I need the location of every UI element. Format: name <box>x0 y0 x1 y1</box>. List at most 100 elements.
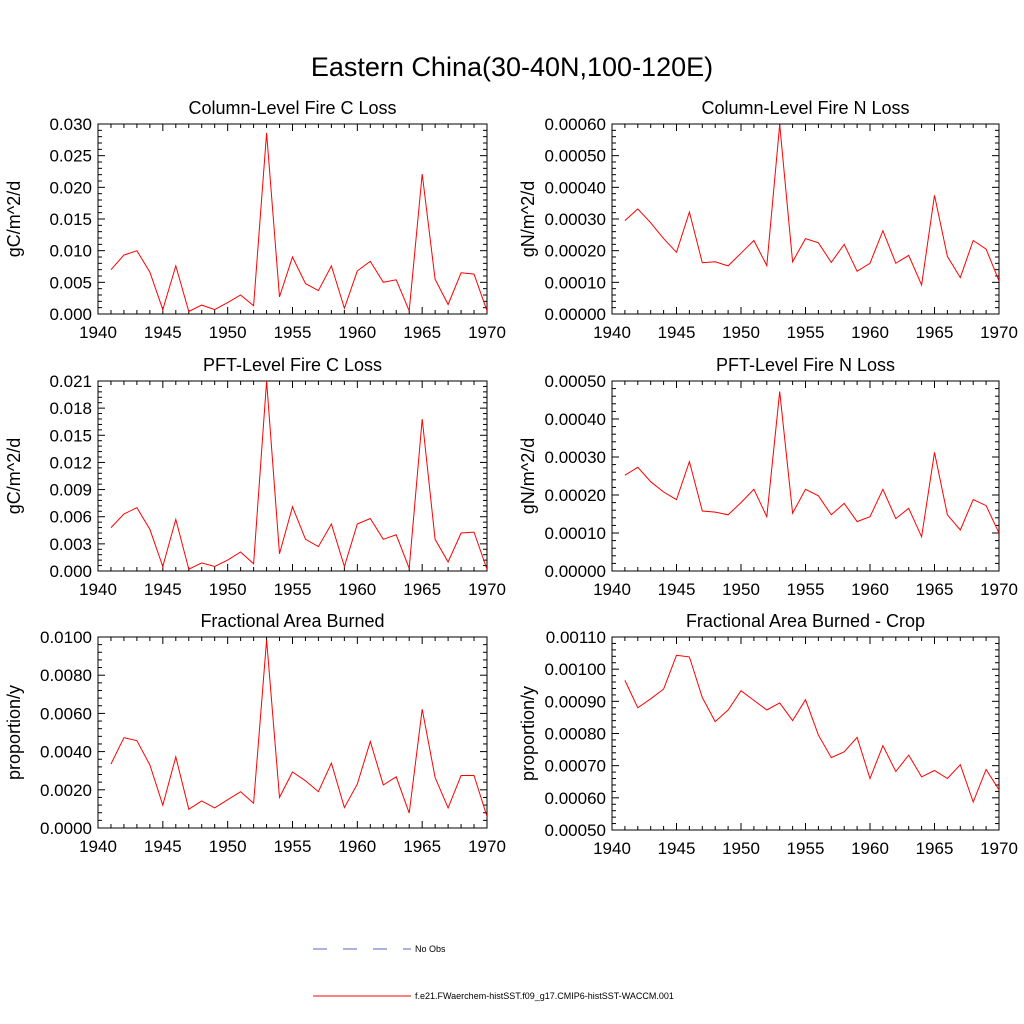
x-tick-label: 1960 <box>851 580 889 599</box>
plot-frame <box>611 636 1000 831</box>
y-tick-label: 0.020 <box>49 178 92 197</box>
x-tick-label: 1970 <box>468 580 506 599</box>
y-tick-label: 0.00010 <box>545 524 606 543</box>
y-tick-label: 0.0060 <box>40 704 92 723</box>
x-tick-label: 1940 <box>79 323 117 342</box>
x-tick-label: 1955 <box>274 580 312 599</box>
y-tick-label: 0.00060 <box>545 115 606 134</box>
series-line <box>110 132 487 313</box>
y-tick-label: 0.015 <box>49 210 92 229</box>
x-tick-label: 1960 <box>338 323 376 342</box>
panel-title: Fractional Area Burned - Crop <box>686 611 925 631</box>
y-tick-label: 0.00070 <box>545 757 606 776</box>
y-tick-label: 0.00050 <box>545 372 606 391</box>
x-tick-label: 1940 <box>593 323 631 342</box>
x-tick-label: 1950 <box>209 837 247 856</box>
panel-3: PFT-Level Fire C Loss 1940 1945 1950 1955 196… <box>4 355 506 599</box>
legend: No Obs f.e21.FWaerchem-histSST.f09_g17.CM… <box>313 944 674 1001</box>
y-tick-label: 0.00060 <box>545 789 606 808</box>
y-tick-label: 0.0100 <box>40 628 92 647</box>
x-tick-label: 1970 <box>468 323 506 342</box>
x-tick-label: 1945 <box>658 839 696 858</box>
plot-frame <box>97 123 488 315</box>
y-tick-label: 0.025 <box>49 147 92 166</box>
x-tick-label: 1945 <box>658 580 696 599</box>
y-tick-label: 0.00090 <box>545 692 606 711</box>
x-tick-label: 1965 <box>403 837 441 856</box>
y-tick-label: 0.018 <box>49 399 92 418</box>
legend-label: f.e21.FWaerchem-histSST.f09_g17.CMIP6-hi… <box>415 991 674 1001</box>
y-axis-label: gN/m^2/d <box>518 181 538 257</box>
y-tick-label: 0.0040 <box>40 743 92 762</box>
y-axis-label: gC/m^2/d <box>4 181 24 257</box>
x-tick-label: 1955 <box>274 837 312 856</box>
panel-4: PFT-Level Fire N Loss 1940 1945 1950 1955 196… <box>518 355 1018 599</box>
x-tick-label: 1950 <box>209 580 247 599</box>
y-tick-label: 0.000 <box>49 305 92 324</box>
series-line <box>110 639 487 817</box>
x-tick-label: 1960 <box>851 323 889 342</box>
y-axis-label: proportion/y <box>518 686 538 781</box>
panel-2: Column-Level Fire N Loss 1940 1945 1950 1955… <box>518 98 1018 342</box>
x-tick-label: 1955 <box>787 323 825 342</box>
x-tick-label: 1970 <box>468 837 506 856</box>
y-tick-label: 0.00050 <box>545 821 606 840</box>
y-tick-label: 0.00030 <box>545 448 606 467</box>
x-tick-label: 1950 <box>722 323 760 342</box>
x-tick-label: 1955 <box>787 580 825 599</box>
y-tick-label: 0.00000 <box>545 562 606 581</box>
panel-title: Column-Level Fire N Loss <box>701 98 909 118</box>
x-tick-label: 1950 <box>722 580 760 599</box>
x-tick-label: 1940 <box>593 839 631 858</box>
y-tick-label: 0.00020 <box>545 242 606 261</box>
y-axis-label: gN/m^2/d <box>518 438 538 514</box>
x-tick-label: 1955 <box>787 839 825 858</box>
y-tick-label: 0.00030 <box>545 210 606 229</box>
x-tick-label: 1965 <box>916 580 954 599</box>
panel-title: Fractional Area Burned <box>200 611 384 631</box>
x-tick-label: 1960 <box>338 837 376 856</box>
y-tick-label: 0.015 <box>49 426 92 445</box>
x-tick-label: 1945 <box>144 580 182 599</box>
series-line <box>624 391 999 539</box>
panel-title: PFT-Level Fire N Loss <box>716 355 895 375</box>
series-line <box>624 124 999 287</box>
x-tick-label: 1940 <box>79 580 117 599</box>
x-tick-label: 1940 <box>79 837 117 856</box>
figure-title: Eastern China(30-40N,100-120E) <box>311 52 713 82</box>
x-tick-label: 1955 <box>274 323 312 342</box>
x-tick-label: 1950 <box>722 839 760 858</box>
x-tick-label: 1945 <box>658 323 696 342</box>
plot-frame <box>611 123 1000 315</box>
x-tick-label: 1940 <box>593 580 631 599</box>
y-axis-label: proportion/y <box>4 685 24 780</box>
panel-title: Column-Level Fire C Loss <box>188 98 396 118</box>
y-tick-label: 0.030 <box>49 115 92 134</box>
plot-frame <box>97 636 488 829</box>
y-tick-label: 0.00110 <box>546 628 606 647</box>
x-tick-label: 1970 <box>980 323 1018 342</box>
panel-1: Column-Level Fire C Loss 1940 1945 1950 1955… <box>4 98 506 342</box>
x-tick-label: 1960 <box>338 580 376 599</box>
y-tick-label: 0.003 <box>49 535 92 554</box>
panels: Column-Level Fire C Loss 1940 1945 1950 1955… <box>4 98 1018 858</box>
panel-title: PFT-Level Fire C Loss <box>203 355 382 375</box>
y-tick-label: 0.00010 <box>545 273 606 292</box>
panel-5: Fractional Area Burned 1940 1945 1950 1955 19… <box>4 611 506 856</box>
x-tick-label: 1950 <box>209 323 247 342</box>
panel-6: Fractional Area Burned - Crop 1940 1945 195… <box>518 611 1018 858</box>
y-tick-label: 0.00040 <box>545 178 606 197</box>
y-tick-label: 0.006 <box>49 508 92 527</box>
y-tick-label: 0.0000 <box>40 819 92 838</box>
x-tick-label: 1965 <box>403 323 441 342</box>
y-tick-label: 0.00050 <box>545 147 606 166</box>
y-axis-label: gC/m^2/d <box>4 438 24 514</box>
x-tick-label: 1965 <box>916 839 954 858</box>
y-tick-label: 0.0020 <box>40 781 92 800</box>
x-tick-label: 1960 <box>851 839 889 858</box>
y-tick-label: 0.00040 <box>545 410 606 429</box>
x-tick-label: 1970 <box>980 580 1018 599</box>
y-tick-label: 0.00080 <box>545 725 606 744</box>
x-tick-label: 1965 <box>916 323 954 342</box>
